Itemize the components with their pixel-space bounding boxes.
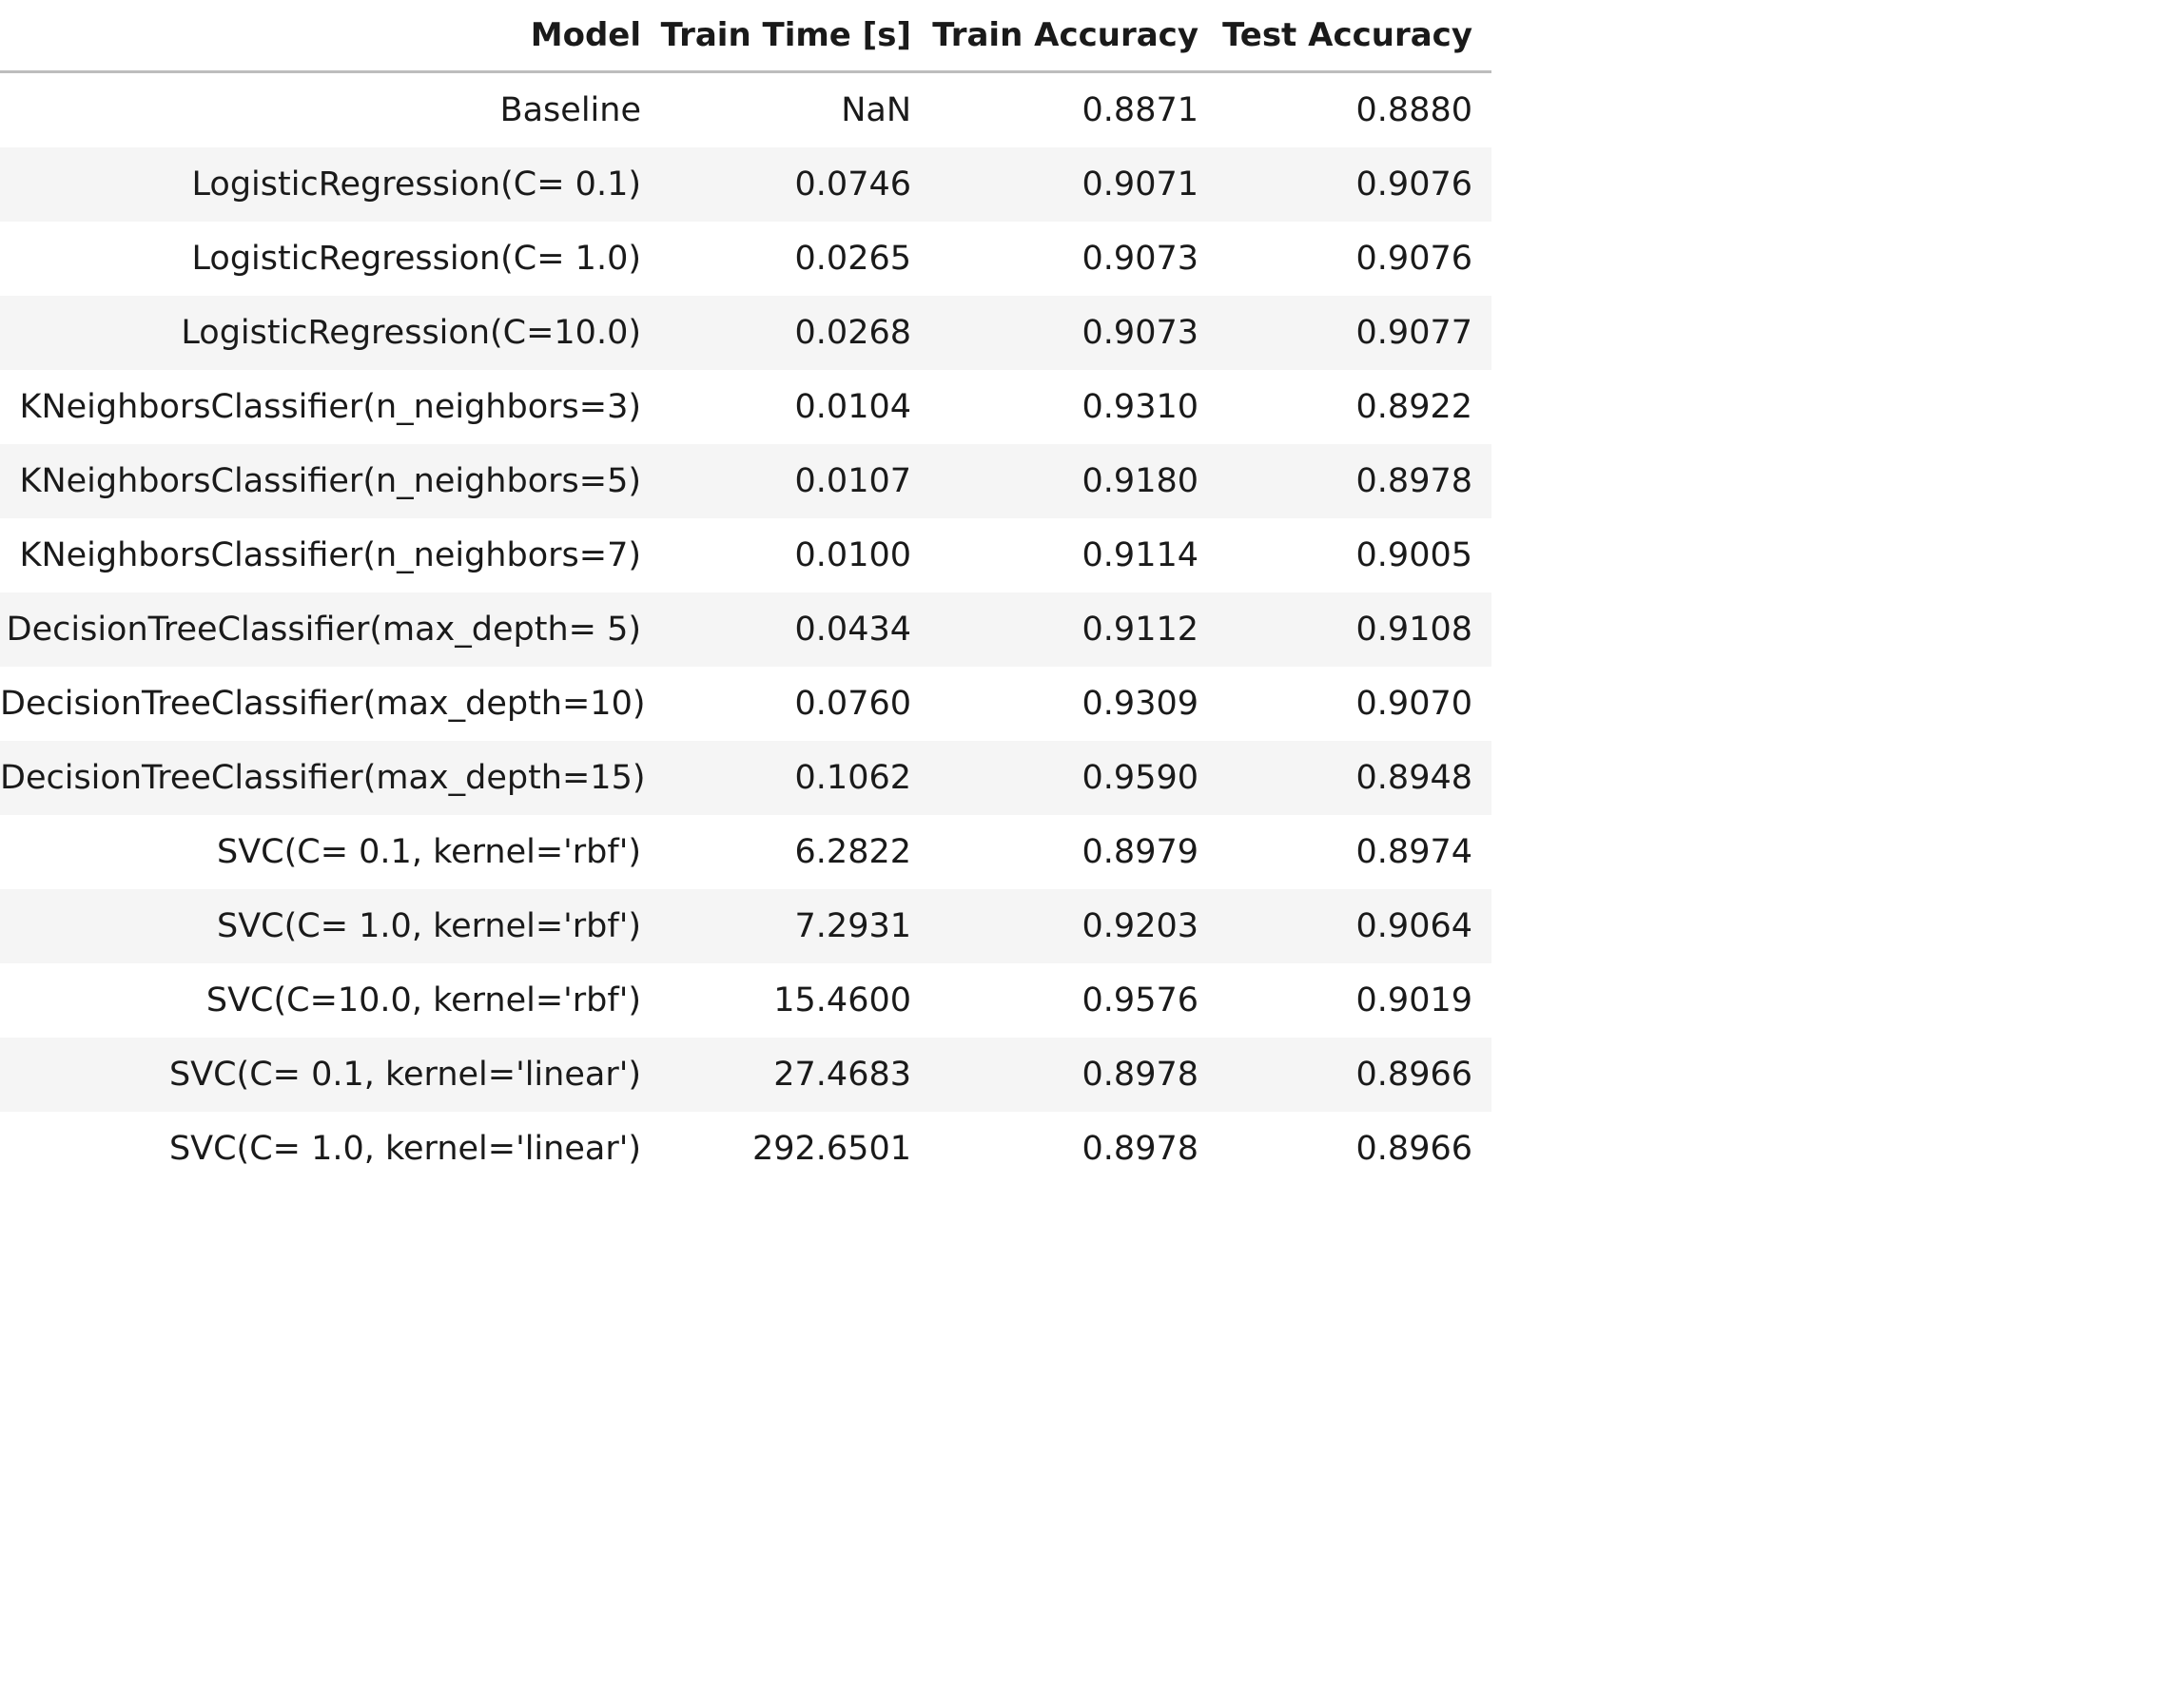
model-cell: SVC(C= 1.0, kernel='rbf') <box>0 889 660 963</box>
train-accuracy-cell: 0.9576 <box>1082 981 1198 1019</box>
test-accuracy-cell: 0.9108 <box>1218 592 1491 667</box>
model-cell: Baseline <box>499 91 641 129</box>
model-cell: SVC(C=10.0, kernel='rbf') <box>205 981 641 1019</box>
train-time-cell: 0.0746 <box>660 147 930 222</box>
model-cell: DecisionTreeClassifier(max_depth=15) <box>0 741 660 815</box>
test-accuracy-cell: 0.8974 <box>1355 833 1472 871</box>
model-cell: DecisionTreeClassifier(max_depth=10) <box>0 685 646 723</box>
test-accuracy-cell: 0.8948 <box>1218 741 1491 815</box>
table-row: KNeighborsClassifier(n_neighbors=5) 0.01… <box>0 444 1491 518</box>
test-accuracy-cell: 0.9019 <box>1355 981 1472 1019</box>
train-time-cell: 0.0434 <box>660 592 930 667</box>
train-accuracy-cell: 0.9309 <box>1082 685 1198 723</box>
test-accuracy-cell: 0.8978 <box>1218 444 1491 518</box>
table-row: LogisticRegression(C=10.0) 0.0268 0.9073… <box>0 296 1491 370</box>
train-time-cell: 6.2822 <box>794 833 911 871</box>
test-accuracy-cell: 0.8880 <box>1355 91 1472 129</box>
test-accuracy-cell: 0.9064 <box>1218 889 1491 963</box>
test-accuracy-cell: 0.8922 <box>1355 388 1472 426</box>
column-header-test-accuracy: Test Accuracy <box>1218 0 1491 73</box>
table-row: KNeighborsClassifier(n_neighbors=3) 0.01… <box>0 370 1491 444</box>
model-cell: LogisticRegression(C= 0.1) <box>0 147 660 222</box>
train-time-cell: 0.0760 <box>794 685 911 723</box>
table-row: SVC(C= 0.1, kernel='rbf') 6.2822 0.8979 … <box>0 815 1491 889</box>
model-cell: KNeighborsClassifier(n_neighbors=5) <box>0 444 660 518</box>
column-header-train-accuracy: Train Accuracy <box>930 0 1218 73</box>
train-accuracy-cell: 0.9203 <box>930 889 1218 963</box>
table-row: DecisionTreeClassifier(max_depth= 5) 0.0… <box>0 592 1491 667</box>
table-row: Baseline NaN 0.8871 0.8880 <box>0 72 1491 148</box>
train-time-cell: 0.0107 <box>660 444 930 518</box>
column-header-train-time: Train Time [s] <box>660 0 930 73</box>
train-accuracy-cell: 0.8978 <box>930 1038 1218 1112</box>
table-row: DecisionTreeClassifier(max_depth=15) 0.1… <box>0 741 1491 815</box>
model-cell: SVC(C= 0.1, kernel='linear') <box>0 1038 660 1112</box>
test-accuracy-cell: 0.8966 <box>1355 1130 1472 1168</box>
table-row: LogisticRegression(C= 1.0) 0.0265 0.9073… <box>0 222 1491 296</box>
table-body: Baseline NaN 0.8871 0.8880 LogisticRegre… <box>0 72 1491 1187</box>
table-row: DecisionTreeClassifier(max_depth=10) 0.0… <box>0 667 1491 741</box>
test-accuracy-cell: 0.9076 <box>1218 147 1491 222</box>
train-accuracy-cell: 0.8979 <box>1082 833 1198 871</box>
test-accuracy-cell: 0.9070 <box>1355 685 1472 723</box>
train-time-cell: 292.6501 <box>751 1130 911 1168</box>
table-row: LogisticRegression(C= 0.1) 0.0746 0.9071… <box>0 147 1491 222</box>
train-accuracy-cell: 0.9180 <box>930 444 1218 518</box>
model-cell: LogisticRegression(C= 1.0) <box>191 240 641 278</box>
train-time-cell: 0.0268 <box>660 296 930 370</box>
train-accuracy-cell: 0.9114 <box>1082 536 1198 574</box>
train-accuracy-cell: 0.8871 <box>1082 91 1198 129</box>
results-table: Model Train Time [s] Train Accuracy Test… <box>0 0 1491 1186</box>
train-time-cell: 0.1062 <box>660 741 930 815</box>
table-row: SVC(C= 0.1, kernel='linear') 27.4683 0.8… <box>0 1038 1491 1112</box>
train-time-cell: 0.0265 <box>794 240 911 278</box>
table-row: SVC(C= 1.0, kernel='linear') 292.6501 0.… <box>0 1112 1491 1186</box>
table-row: SVC(C=10.0, kernel='rbf') 15.4600 0.9576… <box>0 963 1491 1038</box>
train-accuracy-cell: 0.9590 <box>930 741 1218 815</box>
table-row: KNeighborsClassifier(n_neighbors=7) 0.01… <box>0 518 1491 592</box>
header-row: Model Train Time [s] Train Accuracy Test… <box>0 0 1491 73</box>
train-time-cell: 0.0104 <box>794 388 911 426</box>
train-accuracy-cell: 0.9073 <box>1082 240 1198 278</box>
train-accuracy-cell: 0.8978 <box>1082 1130 1198 1168</box>
train-time-cell: 7.2931 <box>660 889 930 963</box>
column-header-model: Model <box>0 0 660 73</box>
train-accuracy-cell: 0.9112 <box>930 592 1218 667</box>
train-accuracy-cell: 0.9073 <box>930 296 1218 370</box>
train-time-cell: 15.4600 <box>773 981 911 1019</box>
train-time-cell: 27.4683 <box>660 1038 930 1112</box>
table-row: SVC(C= 1.0, kernel='rbf') 7.2931 0.9203 … <box>0 889 1491 963</box>
test-accuracy-cell: 0.9077 <box>1218 296 1491 370</box>
train-accuracy-cell: 0.9310 <box>1082 388 1198 426</box>
model-cell: LogisticRegression(C=10.0) <box>0 296 660 370</box>
test-accuracy-cell: 0.9076 <box>1355 240 1472 278</box>
model-cell: DecisionTreeClassifier(max_depth= 5) <box>0 592 660 667</box>
train-time-cell: 0.0100 <box>794 536 911 574</box>
model-cell: SVC(C= 0.1, kernel='rbf') <box>217 833 641 871</box>
test-accuracy-cell: 0.9005 <box>1355 536 1472 574</box>
model-cell: SVC(C= 1.0, kernel='linear') <box>168 1130 641 1168</box>
model-cell: KNeighborsClassifier(n_neighbors=7) <box>19 536 642 574</box>
train-time-cell: NaN <box>841 91 911 129</box>
model-cell: KNeighborsClassifier(n_neighbors=3) <box>19 388 642 426</box>
train-accuracy-cell: 0.9071 <box>930 147 1218 222</box>
test-accuracy-cell: 0.8966 <box>1218 1038 1491 1112</box>
